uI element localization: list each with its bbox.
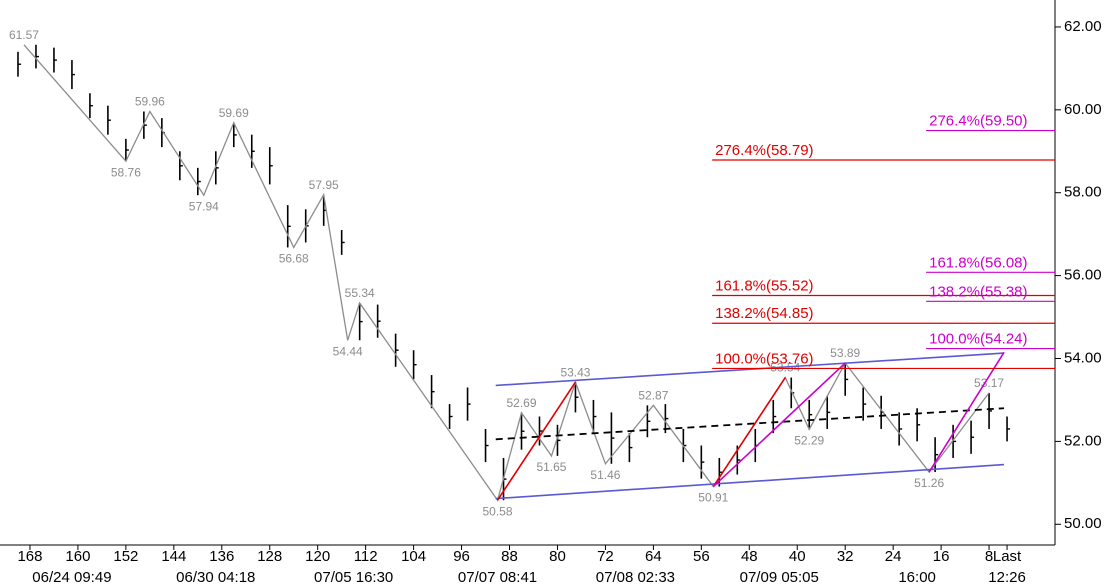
- x-tick-label: 168: [17, 548, 42, 565]
- swing-label: 51.26: [914, 476, 944, 490]
- x-tick-label: 80: [549, 548, 566, 565]
- x-tick-label: 128: [257, 548, 282, 565]
- fib-level-label: 161.8%(55.52): [715, 277, 813, 294]
- y-tick-label: 60.00: [1064, 101, 1102, 118]
- x-tick-label: 88: [501, 548, 518, 565]
- y-tick-label: 58.00: [1064, 184, 1102, 201]
- y-tick-label: 50.00: [1064, 515, 1102, 532]
- swing-label: 51.65: [536, 460, 566, 474]
- x-tick-label: 144: [161, 548, 186, 565]
- x-tick-label: 104: [401, 548, 426, 565]
- swing-label: 52.69: [506, 396, 536, 410]
- swing-label: 56.68: [279, 252, 309, 266]
- x-tick-label: 72: [597, 548, 614, 565]
- fib-level-label: 276.4%(58.79): [715, 142, 813, 159]
- x-tick-label: 40: [789, 548, 806, 565]
- channel-line: [495, 463, 1005, 500]
- swing-label: 61.57: [9, 28, 39, 42]
- x-tick-label: 96: [453, 548, 470, 565]
- swing-label: 51.46: [590, 468, 620, 482]
- y-tick-label: 62.00: [1064, 18, 1102, 35]
- x-tick-label: 24: [885, 548, 902, 565]
- fib-level-label: 161.8%(56.08): [929, 254, 1027, 271]
- fib-level-label: 100.0%(54.24): [929, 331, 1027, 348]
- swing-label: 50.58: [483, 504, 513, 518]
- fib-level-label: 100.0%(53.76): [715, 350, 813, 367]
- x-tick-label: 152: [113, 548, 138, 565]
- swing-label: 53.17: [974, 376, 1004, 390]
- fib-level-label: 276.4%(59.50): [929, 113, 1027, 130]
- date-tick-label: 12:26: [988, 569, 1026, 586]
- x-tick-label: 160: [65, 548, 90, 565]
- swing-label: 55.34: [345, 286, 375, 300]
- swing-label: 54.44: [333, 344, 363, 358]
- x-tick-label: Last: [993, 548, 1022, 565]
- swing-label: 52.29: [794, 434, 824, 448]
- date-tick-label: 07/09 05:05: [740, 569, 819, 586]
- x-tick-label: 120: [305, 548, 330, 565]
- fib-level-label: 138.2%(54.85): [715, 305, 813, 322]
- swing-label: 58.76: [111, 165, 141, 179]
- date-tick-label: 16:00: [898, 569, 936, 586]
- swing-label: 57.95: [309, 178, 339, 192]
- swing-label: 59.96: [135, 95, 165, 109]
- x-tick-label: 64: [645, 548, 662, 565]
- date-tick-label: 06/24 09:49: [32, 569, 111, 586]
- x-tick-label: 32: [837, 548, 854, 565]
- trend-line: [928, 351, 1005, 473]
- x-tick-label: 48: [741, 548, 758, 565]
- date-tick-label: 06/30 04:18: [176, 569, 255, 586]
- x-tick-label: 16: [933, 548, 950, 565]
- date-tick-label: 07/08 02:33: [596, 569, 675, 586]
- x-tick-label: 56: [693, 548, 710, 565]
- y-tick-label: 52.00: [1064, 432, 1102, 449]
- channel-line: [495, 352, 1005, 387]
- channel-line: [495, 407, 1005, 441]
- swing-label: 53.43: [560, 365, 590, 379]
- y-tick-label: 54.00: [1064, 349, 1102, 366]
- trend-line: [712, 377, 786, 488]
- swing-label: 59.69: [219, 106, 249, 120]
- swing-label: 53.89: [830, 346, 860, 360]
- swing-label: 50.91: [698, 491, 728, 505]
- trend-line: [712, 362, 846, 488]
- swing-line: [23, 44, 990, 502]
- trend-line: [496, 381, 577, 501]
- fib-level-label: 138.2%(55.38): [929, 283, 1027, 300]
- swing-label: 57.94: [189, 199, 219, 213]
- x-tick-label: 136: [209, 548, 234, 565]
- y-tick-label: 56.00: [1064, 267, 1102, 284]
- x-tick-label: 112: [354, 548, 378, 565]
- x-tick-label: 8: [985, 548, 993, 565]
- swing-label: 52.87: [638, 389, 668, 403]
- date-tick-label: 07/05 16:30: [314, 569, 393, 586]
- date-tick-label: 07/07 08:41: [458, 569, 537, 586]
